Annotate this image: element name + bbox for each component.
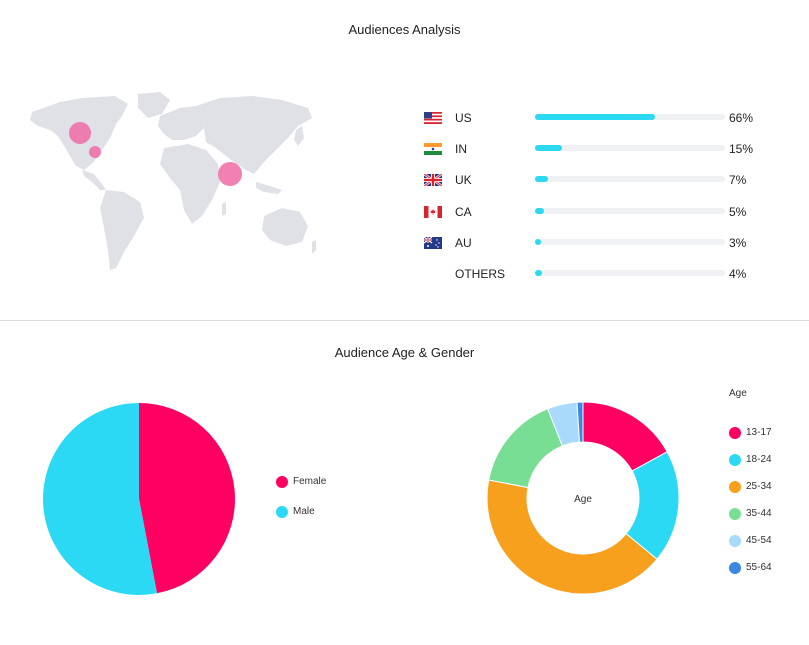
- age-legend-item[interactable]: 45-54: [729, 534, 772, 548]
- country-code: IN: [455, 142, 467, 157]
- page-title: Audiences Analysis: [348, 22, 461, 37]
- country-code: US: [455, 111, 472, 125]
- country-row: UK 7%: [423, 171, 764, 189]
- country-percent: 5%: [729, 204, 747, 219]
- legend-title: Age: [729, 388, 747, 399]
- flag-placeholder: [424, 268, 442, 280]
- age-legend: Age 13-17 18-24 25-34 35-44 45-54 55-64: [729, 388, 772, 588]
- age-legend-item[interactable]: 55-64: [729, 561, 772, 575]
- map-bubble-us: [69, 122, 91, 144]
- progress-track: [535, 145, 725, 152]
- progress-fill: [535, 207, 545, 214]
- country-code: UK: [455, 173, 472, 188]
- australia-flag-icon: [423, 236, 442, 249]
- donut-center-label: Age: [574, 494, 592, 505]
- age-slice-25-34[interactable]: [486, 479, 658, 595]
- progress-track: [535, 114, 725, 120]
- legend-dot-icon: [729, 508, 741, 520]
- age-legend-item[interactable]: 18-24: [729, 453, 772, 467]
- uk-flag-icon: [423, 173, 443, 188]
- canada-flag-icon: [424, 205, 442, 218]
- country-percent: 66%: [729, 111, 754, 125]
- age-legend-item[interactable]: 13-17: [729, 426, 772, 440]
- legend-dot-icon: [276, 476, 288, 488]
- progress-fill: [535, 114, 656, 120]
- age-gender-charts: Age: [42, 401, 680, 595]
- country-row: IN 15%: [424, 140, 764, 158]
- world-map: [30, 92, 316, 270]
- gender-slice-male[interactable]: [42, 403, 157, 595]
- legend-label: 13-17: [746, 427, 772, 438]
- age-slice-55-64[interactable]: [576, 401, 584, 443]
- country-code: CA: [455, 204, 472, 219]
- country-percent: 3%: [729, 235, 747, 250]
- section-title: Audience Age & Gender: [334, 345, 475, 360]
- country-row: US 66%: [424, 109, 764, 127]
- legend-label: 45-54: [746, 535, 772, 546]
- legend-label: 55-64: [746, 562, 772, 573]
- map-bubble-ca: [89, 146, 101, 158]
- legend-dot-icon: [729, 427, 741, 439]
- country-percent: 15%: [729, 142, 754, 157]
- progress-fill: [535, 270, 543, 276]
- age-legend-item[interactable]: 35-44: [729, 507, 772, 521]
- us-flag-icon: [424, 112, 442, 124]
- legend-dot-icon: [729, 481, 741, 493]
- country-row: AU 3%: [423, 234, 764, 252]
- age-legend-item[interactable]: 25-34: [729, 480, 772, 494]
- legend-label: Male: [293, 506, 315, 517]
- progress-fill: [535, 176, 548, 183]
- progress-fill: [535, 145, 563, 152]
- country-code: AU: [455, 235, 472, 250]
- country-percent: 7%: [729, 173, 747, 188]
- progress-track: [535, 207, 725, 214]
- legend-dot-icon: [729, 562, 741, 574]
- country-row: OTHERS 4%: [424, 265, 764, 283]
- legend-label: Female: [293, 476, 327, 487]
- progress-track: [535, 176, 725, 183]
- legend-dot-icon: [729, 535, 741, 547]
- legend-dot-icon: [729, 454, 741, 466]
- progress-fill: [535, 238, 541, 245]
- country-code: OTHERS: [455, 267, 506, 281]
- gender-slice-female[interactable]: [139, 403, 235, 594]
- legend-label: 35-44: [746, 508, 772, 519]
- section-divider: [0, 320, 809, 321]
- legend-dot-icon: [276, 506, 288, 518]
- legend-label: 25-34: [746, 481, 772, 492]
- progress-track: [535, 270, 725, 276]
- age-slice-35-44[interactable]: [488, 408, 564, 489]
- country-percent: 4%: [729, 267, 747, 281]
- progress-track: [535, 238, 725, 245]
- country-row: CA 5%: [424, 203, 764, 221]
- india-flag-icon: [424, 143, 442, 156]
- legend-label: 18-24: [746, 454, 772, 465]
- map-bubble-in: [218, 162, 242, 186]
